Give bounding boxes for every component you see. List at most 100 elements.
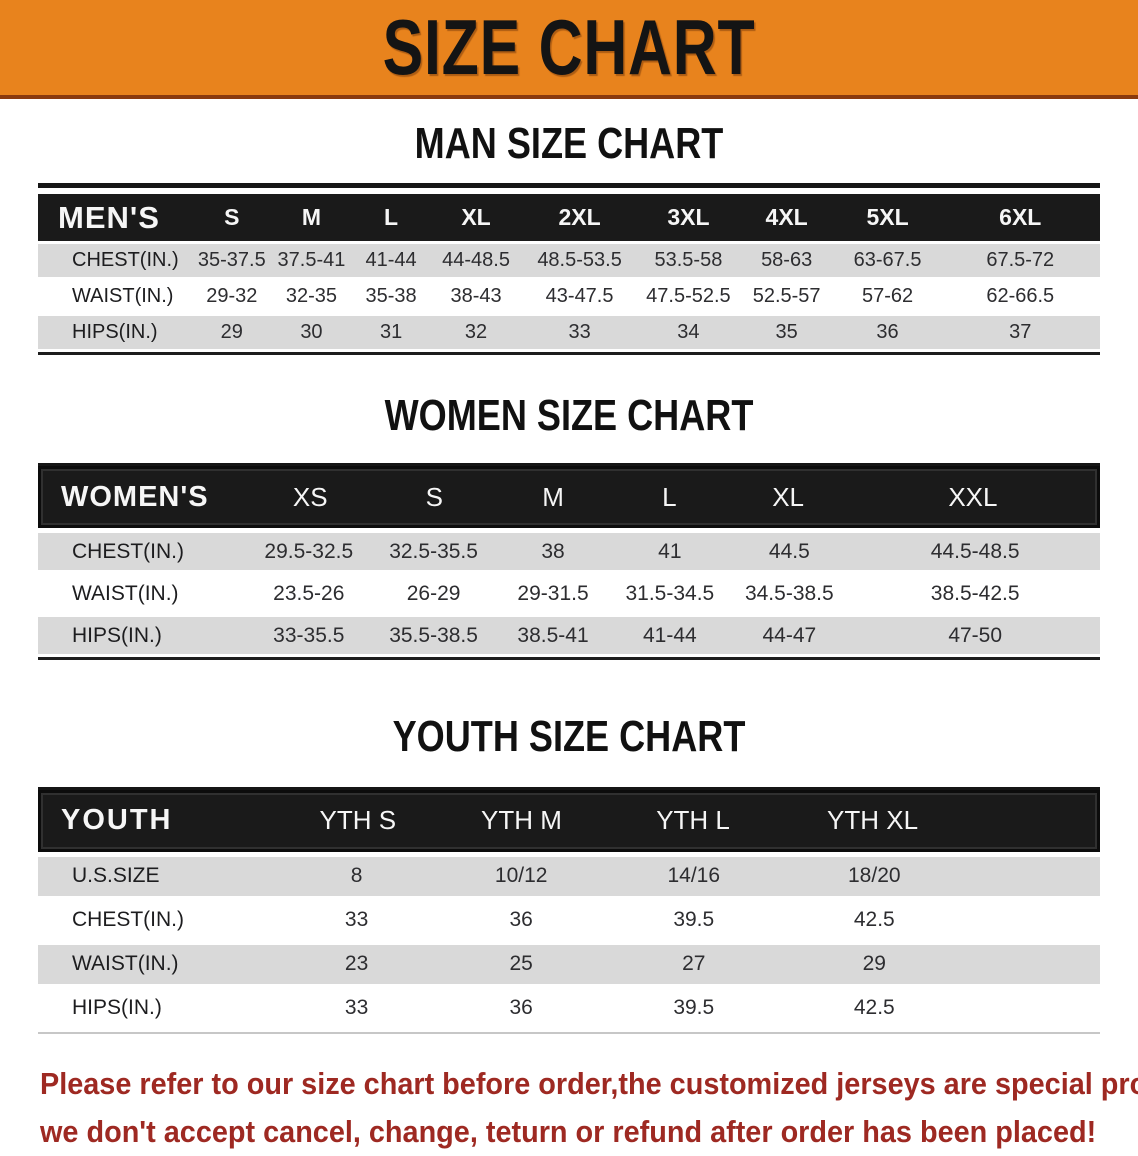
row-label: HIPS(IN.) <box>72 321 158 344</box>
table-row: HIPS(IN.) 29 30 31 32 33 34 35 36 37 <box>38 316 1100 350</box>
cell-value: 35-37.5 <box>197 249 266 272</box>
column-header: S <box>425 481 444 512</box>
cell-value: 37 <box>1009 321 1032 344</box>
cell-value: 33 <box>344 908 369 932</box>
youth-section-heading: YOUTH SIZE CHART <box>392 712 746 762</box>
row-label: U.S.SIZE <box>72 864 160 888</box>
table-row: CHEST(IN.) 33 36 39.5 42.5 <box>38 900 1100 940</box>
cell-value: 26-29 <box>406 581 461 605</box>
table-top-border <box>38 463 1100 467</box>
cell-value: 25 <box>509 952 533 976</box>
row-label: WAIST(IN.) <box>72 952 179 976</box>
cell-value: 29 <box>220 321 243 344</box>
table-top-border <box>38 183 1100 189</box>
cell-value: 41-44 <box>365 249 417 272</box>
row-label: CHEST(IN.) <box>72 249 179 272</box>
cell-value: 33 <box>344 996 369 1020</box>
size-chart-banner: SIZE CHART <box>0 0 1138 99</box>
column-header: 2XL <box>558 204 601 231</box>
row-label: CHEST(IN.) <box>72 539 184 563</box>
cell-value: 34.5-38.5 <box>744 581 834 605</box>
cell-value: 38-43 <box>450 285 502 308</box>
youth-size-table: YOUTH YTH S YTH M YTH L YTH XL U.S.SIZE 8 10/12… <box>38 786 1100 1034</box>
cell-value: 47.5-52.5 <box>646 285 731 308</box>
column-header: XS <box>292 481 328 512</box>
row-label: CHEST(IN.) <box>72 908 184 932</box>
cell-value: 33-35.5 <box>273 623 345 647</box>
cell-value: 44-47 <box>762 623 817 647</box>
cell-value: 42.5 <box>853 908 895 932</box>
men-size-table: MEN'S S M L XL 2XL 3XL 4XL 5XL 6XL CHEST(IN.) 35-37… <box>38 183 1100 356</box>
column-header: L <box>662 481 677 512</box>
table-bottom-border <box>38 1031 1100 1034</box>
cell-value: 27 <box>682 952 706 976</box>
cell-value: 62-66.5 <box>986 285 1055 308</box>
cell-value: 36 <box>509 908 533 932</box>
column-header: XL <box>772 481 804 512</box>
cell-value: 23 <box>344 952 369 976</box>
table-row: WAIST(IN.) 23.5-26 26-29 29-31.5 31.5-34.5 34… <box>38 575 1100 613</box>
cell-value: 33 <box>568 321 591 344</box>
cell-value: 29-32 <box>206 285 258 308</box>
column-header: 3XL <box>667 204 710 231</box>
column-header: M <box>542 481 564 512</box>
cell-value: 48.5-53.5 <box>537 249 622 272</box>
cell-value: 67.5-72 <box>986 249 1055 272</box>
cell-value: 57-62 <box>861 285 914 308</box>
banner-title: SIZE CHART <box>382 3 756 91</box>
table-row: CHEST(IN.) 29.5-32.5 32.5-35.5 38 41 44.5 44.5… <box>38 533 1100 571</box>
cell-value: 38.5-42.5 <box>930 581 1020 605</box>
column-header: YTH L <box>656 805 730 836</box>
cell-value: 23.5-26 <box>273 581 345 605</box>
table-header-band: WOMEN'S XS S M L XL XXL <box>38 466 1100 529</box>
cell-value: 43-47.5 <box>545 285 614 308</box>
column-header: L <box>384 204 399 231</box>
men-section-heading: MAN SIZE CHART <box>414 119 724 168</box>
table-row: WAIST(IN.) 23 25 27 29 <box>38 944 1100 984</box>
table-bottom-border <box>38 352 1100 356</box>
cell-value: 47-50 <box>948 623 1003 647</box>
column-header: YTH S <box>319 805 397 836</box>
cell-value: 29-31.5 <box>517 581 589 605</box>
cell-value: 32 <box>464 321 488 344</box>
disclaimer-text: Please refer to our size chart before or… <box>40 1060 1138 1156</box>
table-header-band: YOUTH YTH S YTH M YTH L YTH XL <box>38 789 1100 852</box>
table-row: CHEST(IN.) 35-37.5 37.5-41 41-44 44-48.5 48.5… <box>38 244 1100 278</box>
cell-value: 53.5-58 <box>654 249 723 272</box>
women-size-table: WOMEN'S XS S M L XL XXL CHEST(IN.) 29.5-32.5 32.5… <box>38 463 1100 661</box>
cell-value: 39.5 <box>673 908 715 932</box>
disclaimer-line-1: Please refer to our size chart before or… <box>40 1065 1138 1101</box>
cell-value: 14/16 <box>667 864 721 888</box>
table-header-band: MEN'S S M L XL 2XL 3XL 4XL 5XL 6XL <box>38 194 1100 242</box>
cell-value: 29.5-32.5 <box>264 539 354 563</box>
table-row: HIPS(IN.) 33-35.5 35.5-38.5 38.5-41 41-44 44-… <box>38 617 1100 655</box>
cell-value: 34 <box>677 321 700 344</box>
cell-value: 32-35 <box>285 285 338 308</box>
cell-value: 36 <box>876 321 899 344</box>
row-label: WAIST(IN.) <box>72 285 174 308</box>
column-header: XXL <box>948 481 998 512</box>
cell-value: 30 <box>300 321 323 344</box>
table-corner-label: MEN'S <box>58 199 160 235</box>
column-header: YTH XL <box>827 805 919 836</box>
cell-value: 8 <box>350 864 363 888</box>
cell-value: 35.5-38.5 <box>389 623 478 647</box>
cell-value: 52.5-57 <box>752 285 821 308</box>
table-row: WAIST(IN.) 29-32 32-35 35-38 38-43 43-47.5 47.… <box>38 280 1100 314</box>
table-row: HIPS(IN.) 33 36 39.5 42.5 <box>38 988 1100 1028</box>
column-header: XL <box>461 204 491 231</box>
cell-value: 38 <box>541 539 565 563</box>
cell-value: 36 <box>509 996 533 1020</box>
row-label: HIPS(IN.) <box>72 996 162 1020</box>
column-header: S <box>224 204 240 231</box>
cell-value: 31 <box>379 321 403 344</box>
cell-value: 44.5 <box>768 539 810 563</box>
cell-value: 39.5 <box>673 996 715 1020</box>
table-top-border <box>38 786 1100 790</box>
cell-value: 41 <box>658 539 682 563</box>
cell-value: 38.5-41 <box>517 623 589 647</box>
cell-value: 37.5-41 <box>277 249 346 272</box>
cell-value: 58-63 <box>761 249 813 272</box>
women-section-heading: WOMEN SIZE CHART <box>384 391 754 441</box>
table-corner-label: YOUTH <box>61 804 173 837</box>
